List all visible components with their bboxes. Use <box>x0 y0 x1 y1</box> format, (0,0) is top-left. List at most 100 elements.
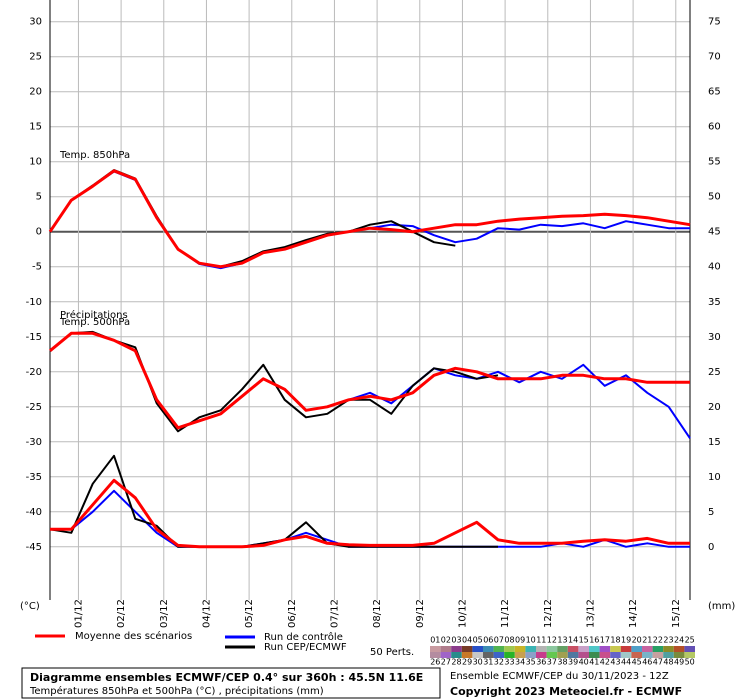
pert-label: 50 <box>685 658 695 667</box>
pert-label: 43 <box>610 658 620 667</box>
footer-subtitle: Températures 850hPa et 500hPa (°C) , pré… <box>29 685 324 697</box>
pert-label: 21 <box>642 636 652 645</box>
pert-label: 40 <box>579 658 589 667</box>
pert-label: 24 <box>674 636 684 645</box>
pert-swatch <box>483 646 494 652</box>
pert-label: 34 <box>515 658 525 667</box>
pert-swatch <box>642 646 653 652</box>
pert-swatch <box>514 652 526 658</box>
pert-label: 07 <box>494 636 504 645</box>
x-tick-label: 01/12 <box>73 599 84 628</box>
pert-label: 30 <box>473 658 483 667</box>
series-line <box>49 330 499 433</box>
y-axis-label: (°C) <box>20 601 40 612</box>
pert-swatch <box>557 646 568 652</box>
series-line <box>50 478 690 549</box>
pert-swatch <box>663 646 674 652</box>
y-tick-label: 25 <box>29 52 42 63</box>
y2-tick-label: 40 <box>708 262 721 273</box>
pert-swatch <box>557 652 568 658</box>
y2-tick-label: 5 <box>708 507 714 518</box>
pert-swatch <box>525 646 536 652</box>
y2-tick-label: 55 <box>708 157 721 168</box>
x-tick-label: 10/12 <box>457 599 468 628</box>
pert-swatch <box>631 652 642 658</box>
pert-label: 09 <box>515 636 525 645</box>
pert-label: 23 <box>663 636 673 645</box>
pert-swatch <box>451 652 462 658</box>
pert-swatch <box>472 652 483 658</box>
y2-tick-label: 15 <box>708 437 721 448</box>
pert-swatch <box>631 646 642 652</box>
pert-swatch <box>546 652 558 658</box>
pert-swatch <box>684 652 695 658</box>
y-tick-label: 5 <box>36 192 42 203</box>
run-info: Ensemble ECMWF/CEP du 30/11/2023 - 12Z <box>450 671 669 682</box>
y2-axis-label: (mm) <box>708 601 735 612</box>
pert-label: 47 <box>653 658 663 667</box>
pert-swatch <box>620 652 632 658</box>
y2-tick-label: 65 <box>708 87 721 98</box>
pert-label: 16 <box>589 636 599 645</box>
x-tick-label: 03/12 <box>159 599 170 628</box>
pert-label: 13 <box>557 636 567 645</box>
pert-swatch <box>652 652 664 658</box>
pert-swatch <box>599 652 611 658</box>
y2-tick-label: 0 <box>708 542 714 553</box>
pert-swatch <box>536 646 547 652</box>
pert-label: 06 <box>483 636 493 645</box>
pert-label: 39 <box>568 658 578 667</box>
pert-label: 05 <box>473 636 483 645</box>
pert-swatch <box>525 652 536 658</box>
pert-swatch <box>567 646 579 652</box>
series-line <box>49 331 690 430</box>
pert-swatch <box>461 652 473 658</box>
y-tick-label: -30 <box>26 437 42 448</box>
pert-swatch <box>536 652 547 658</box>
footer-title: Diagramme ensembles ECMWF/CEP 0.4° sur 3… <box>30 671 423 684</box>
y-tick-label: -15 <box>26 332 42 343</box>
y-tick-label: -25 <box>26 402 42 413</box>
annotation: Temp. 850hPa <box>59 150 130 161</box>
pert-swatch <box>461 646 473 652</box>
legend-label: Run de contrôle <box>264 631 343 643</box>
pert-swatch <box>610 646 621 652</box>
pert-label: 29 <box>462 658 472 667</box>
footer-box <box>21 667 441 699</box>
y2-tick-label: 50 <box>708 192 721 203</box>
grid <box>50 0 690 600</box>
x-tick-label: 11/12 <box>500 599 511 628</box>
pert-label: 17 <box>600 636 610 645</box>
y2-tick-label: 20 <box>708 402 721 413</box>
pert-swatch <box>599 646 611 652</box>
x-tick-label: 09/12 <box>415 599 426 628</box>
legend-label: Run CEP/ECMWF <box>264 642 347 653</box>
pert-label: 25 <box>685 636 695 645</box>
pert-swatch <box>430 646 441 652</box>
pert-swatch <box>472 646 483 652</box>
pert-label: 18 <box>610 636 620 645</box>
y2-tick-label: 75 <box>708 17 721 28</box>
pert-swatch <box>440 646 452 652</box>
pert-swatch <box>514 646 526 652</box>
y2-tick-label: 35 <box>708 297 721 308</box>
pert-label: 28 <box>451 658 461 667</box>
x-tick-label: 08/12 <box>372 599 383 628</box>
pert-label: 01 <box>430 636 440 645</box>
pert-label: 04 <box>462 636 472 645</box>
pert-label: 35 <box>526 658 536 667</box>
legend-label: Moyenne des scénarios <box>75 630 192 642</box>
series-line <box>48 169 691 269</box>
pert-swatch <box>493 646 505 652</box>
x-tick-label: 13/12 <box>585 599 596 628</box>
y-tick-label: 30 <box>29 17 42 28</box>
pert-label: 27 <box>441 658 451 667</box>
pert-label: 20 <box>632 636 642 645</box>
pert-swatch <box>483 652 494 658</box>
pert-swatch <box>504 652 515 658</box>
x-tick-label: 12/12 <box>543 599 554 628</box>
pert-swatch <box>673 646 685 652</box>
pert-swatch <box>620 646 632 652</box>
pert-swatch <box>451 646 462 652</box>
y2-tick-label: 45 <box>708 227 721 238</box>
